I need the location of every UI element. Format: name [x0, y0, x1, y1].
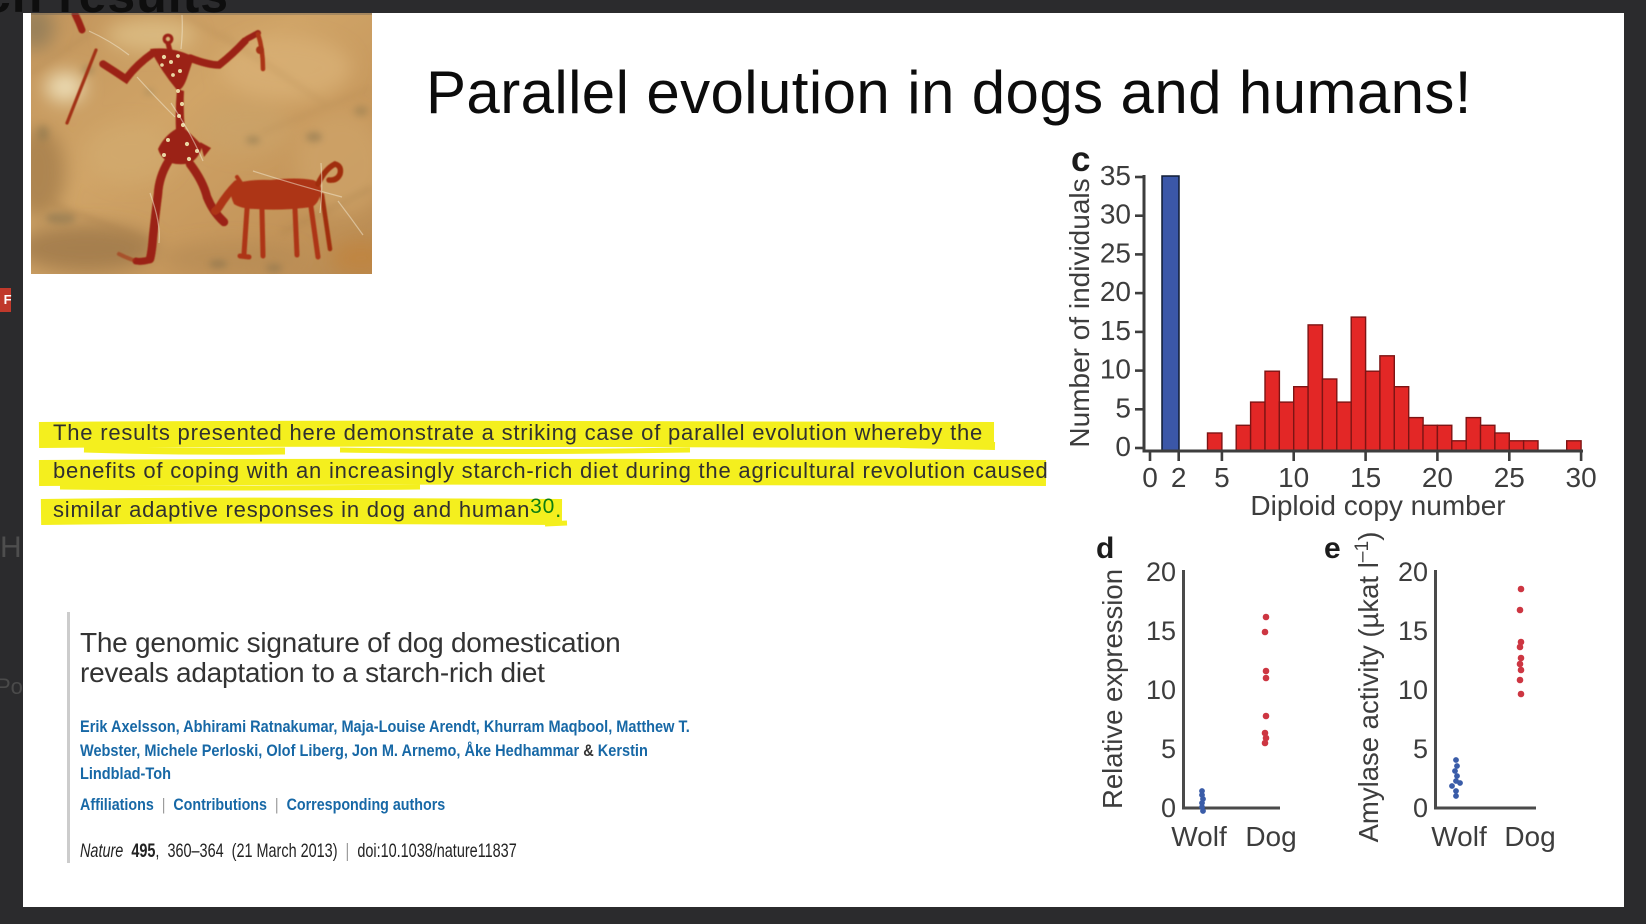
- svg-text:5: 5: [1161, 734, 1176, 764]
- svg-text:e: e: [1324, 532, 1341, 565]
- svg-text:c: c: [1071, 140, 1090, 179]
- svg-text:5: 5: [1413, 734, 1428, 764]
- svg-text:20: 20: [1100, 276, 1131, 307]
- svg-text:2: 2: [1171, 462, 1187, 493]
- svg-text:0: 0: [1115, 431, 1131, 462]
- svg-text:15: 15: [1146, 616, 1176, 646]
- svg-text:0: 0: [1161, 793, 1176, 823]
- svg-text:15: 15: [1100, 315, 1131, 346]
- svg-text:Number of individuals: Number of individuals: [1064, 178, 1095, 447]
- svg-text:Wolf: Wolf: [1171, 821, 1227, 852]
- svg-text:10: 10: [1100, 354, 1131, 385]
- svg-text:Dog: Dog: [1245, 821, 1296, 852]
- svg-text:20: 20: [1146, 557, 1176, 587]
- svg-text:25: 25: [1100, 237, 1131, 268]
- svg-text:10: 10: [1278, 462, 1309, 493]
- svg-text:d: d: [1096, 532, 1114, 565]
- svg-text:Amylase activity (µkat l–1): Amylase activity (µkat l–1): [1352, 532, 1385, 843]
- svg-text:5: 5: [1115, 392, 1131, 423]
- svg-text:Wolf: Wolf: [1431, 821, 1487, 852]
- svg-text:Relative expression: Relative expression: [1097, 569, 1128, 809]
- svg-text:0: 0: [1142, 462, 1158, 493]
- svg-text:10: 10: [1398, 675, 1428, 705]
- svg-text:10: 10: [1146, 675, 1176, 705]
- svg-text:0: 0: [1413, 793, 1428, 823]
- svg-text:15: 15: [1350, 462, 1381, 493]
- svg-text:35: 35: [1100, 160, 1131, 191]
- svg-text:20: 20: [1398, 557, 1428, 587]
- svg-text:25: 25: [1494, 462, 1525, 493]
- svg-text:Dog: Dog: [1504, 821, 1555, 852]
- svg-text:30: 30: [1100, 199, 1131, 230]
- svg-text:20: 20: [1422, 462, 1453, 493]
- svg-text:30: 30: [1566, 462, 1597, 493]
- svg-text:15: 15: [1398, 616, 1428, 646]
- svg-text:5: 5: [1214, 462, 1230, 493]
- svg-text:Diploid copy number: Diploid copy number: [1250, 490, 1505, 521]
